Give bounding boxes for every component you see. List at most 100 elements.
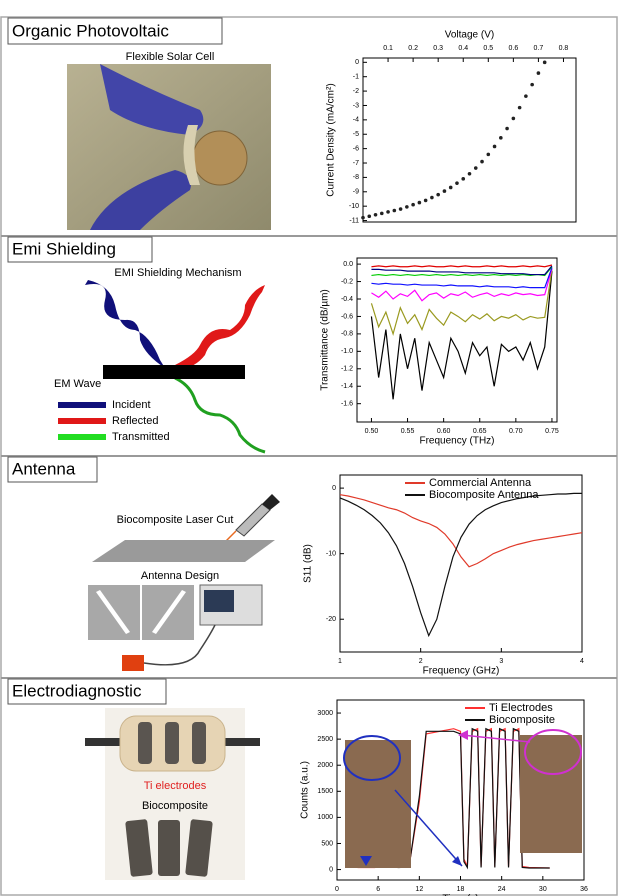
panel-title: Antenna [12,459,76,478]
electrode [138,722,152,764]
electrode [192,722,206,764]
analyzer-screen [204,590,234,612]
y-tick-label: 2000 [317,762,333,769]
point [449,186,453,190]
y-tick-label: 3000 [317,710,333,717]
y-axis-label: Current Density (mA/cm²) [326,83,337,196]
y-axis-label: Counts (a.u.) [300,761,311,819]
y-tick-label: -2 [353,88,359,95]
x-tick-label: 30 [539,886,547,893]
x-tick-label: 36 [580,886,588,893]
inset-photo [520,735,582,853]
panel-title: Electrodiagnostic [12,681,142,700]
panel-title: Emi Shielding [12,239,116,258]
series-line [371,271,552,399]
y-tick-label: -0.2 [341,278,353,285]
point [367,214,371,218]
x-axis-label: Frequency (GHz) [423,666,500,677]
point [543,61,547,65]
x-tick-label: 18 [457,886,465,893]
x-tick-label: 6 [376,886,380,893]
connector [122,655,144,671]
caption: Antenna Design [141,570,219,582]
electrode [165,722,179,764]
point [474,166,478,170]
point [436,193,440,197]
y-tick-label: -0.4 [341,296,353,303]
y-tick-label: 1500 [317,788,333,795]
point [424,199,428,203]
x-tick-label: 0.50 [365,428,379,435]
x-tick-label: 2 [419,658,423,665]
point [430,196,434,200]
arrow-head [452,856,462,866]
coin [193,131,247,185]
shield [103,365,245,379]
y-tick-label: -10 [326,551,336,558]
y-tick-label: 0.0 [343,261,353,268]
beam [226,531,236,541]
point [530,83,534,87]
caption: EMI Shielding Mechanism [114,267,241,279]
y-tick-label: -20 [326,616,336,623]
y-tick-label: -1.2 [341,366,353,373]
x-axis-label: Voltage (V) [445,30,494,41]
legend-label: Commercial Antenna [429,477,532,489]
y-tick-label: -5 [353,131,359,138]
y-tick-label: -8 [353,174,359,181]
figure: Organic Photovoltaic Emi Shielding Anten… [0,0,618,896]
plot-frame [363,58,576,222]
point [361,216,365,220]
legend-label: Incident [112,399,151,411]
x-tick-label: 24 [498,886,506,893]
x-tick-label: 1 [338,658,342,665]
y-tick-label: -1 [353,74,359,81]
x-tick-label: 0.65 [473,428,487,435]
y-tick-label: -3 [353,102,359,109]
point [493,145,497,149]
label: Biocomposite [142,800,208,812]
x-tick-label: 0.7 [534,45,544,52]
point [393,209,397,213]
reflected-wave [175,285,265,370]
point [399,207,403,211]
x-tick-label: 0.55 [401,428,415,435]
sheet [92,540,275,562]
y-tick-label: -10 [349,203,359,210]
x-tick-label: 0.6 [508,45,518,52]
point [411,203,415,207]
point [524,94,528,98]
legend-label: Biocomposite [489,714,555,726]
x-tick-label: 0.70 [509,428,523,435]
x-tick-label: 4 [580,658,584,665]
label: Ti electrodes [144,780,207,792]
series-line [371,266,552,275]
incident-wave [85,280,165,368]
plot-frame [340,475,582,652]
x-tick-label: 0.60 [437,428,451,435]
point [468,172,472,176]
y-tick-label: -1.6 [341,401,353,408]
y-tick-label: 0 [332,485,336,492]
y-tick-label: -0.8 [341,331,353,338]
y-tick-label: -9 [353,189,359,196]
series-line [371,265,552,267]
x-tick-label: 12 [415,886,423,893]
x-tick-label: 0.4 [458,45,468,52]
y-tick-label: 2500 [317,736,333,743]
y-tick-label: 0 [329,866,333,873]
x-tick-label: 0 [335,886,339,893]
x-tick-label: 0.3 [433,45,443,52]
x-tick-label: 0.2 [408,45,418,52]
legend-label: Transmitted [112,431,170,443]
point [380,212,384,216]
x-tick-label: 3 [499,658,503,665]
laser [236,504,270,536]
x-tick-label: 0.8 [559,45,569,52]
legend-label: Ti Electrodes [489,702,553,714]
y-axis-label: S11 (dB) [303,544,314,583]
point [386,210,390,214]
panel-title: Organic Photovoltaic [12,21,169,40]
x-tick-label: 0.75 [545,428,559,435]
transmitted-wave [175,378,265,452]
